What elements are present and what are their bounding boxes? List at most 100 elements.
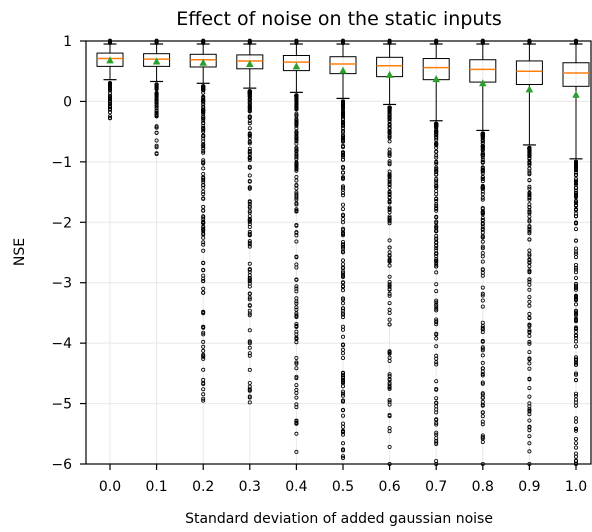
flier — [247, 100, 252, 105]
flier — [387, 128, 392, 133]
flier — [201, 99, 206, 104]
flier — [340, 128, 345, 133]
flier — [574, 283, 579, 288]
flier — [340, 231, 345, 236]
flier — [527, 303, 532, 308]
flier — [527, 162, 532, 167]
flier — [247, 93, 252, 98]
flier — [480, 373, 485, 378]
y-tick-label: 1 — [63, 34, 72, 50]
flier — [294, 383, 299, 388]
flier — [527, 171, 532, 176]
flier — [154, 138, 159, 143]
flier — [294, 130, 299, 135]
flier — [480, 138, 485, 143]
flier — [434, 155, 439, 160]
flier — [527, 146, 532, 151]
iqr-box — [96, 52, 124, 67]
flier — [574, 426, 579, 431]
flier — [108, 93, 113, 98]
flier — [201, 352, 206, 357]
flier — [527, 329, 532, 334]
flier — [201, 248, 206, 253]
flier — [480, 372, 485, 377]
flier — [201, 134, 206, 139]
flier — [527, 328, 532, 333]
flier — [387, 108, 392, 113]
flier — [247, 135, 252, 140]
flier — [434, 304, 439, 309]
flier — [201, 171, 206, 176]
flier — [247, 313, 252, 318]
flier — [294, 420, 299, 425]
flier — [480, 414, 485, 419]
flier — [574, 312, 579, 317]
flier — [387, 135, 392, 140]
flier — [247, 186, 252, 191]
flier — [294, 207, 299, 212]
flier — [434, 441, 439, 446]
flier — [527, 299, 532, 304]
flier — [527, 186, 532, 191]
flier — [108, 114, 113, 119]
flier — [247, 201, 252, 206]
flier — [247, 185, 252, 190]
flier — [247, 131, 252, 136]
flier — [434, 142, 439, 147]
flier — [340, 226, 345, 231]
flier — [108, 105, 113, 110]
flier — [340, 391, 345, 396]
flier — [527, 356, 532, 361]
flier — [434, 306, 439, 311]
flier — [387, 263, 392, 268]
flier — [247, 133, 252, 138]
flier — [527, 268, 532, 273]
flier — [527, 316, 532, 321]
flier — [387, 200, 392, 205]
x-tick-label: 0.7 — [425, 479, 447, 495]
flier — [294, 277, 299, 282]
flier — [480, 360, 485, 365]
flier — [294, 114, 299, 119]
flier — [527, 366, 532, 371]
flier-points — [154, 38, 159, 156]
flier — [574, 178, 579, 183]
flier — [434, 407, 439, 412]
flier — [294, 311, 299, 316]
box-group — [329, 38, 357, 460]
flier — [527, 237, 532, 242]
flier — [434, 220, 439, 225]
flier — [387, 195, 392, 200]
flier — [154, 82, 159, 87]
flier — [574, 362, 579, 367]
flier — [154, 151, 159, 156]
flier — [434, 132, 439, 137]
flier — [480, 381, 485, 386]
flier — [527, 394, 532, 399]
flier — [574, 267, 579, 272]
flier — [527, 350, 532, 355]
flier — [294, 197, 299, 202]
flier — [480, 179, 485, 184]
flier — [480, 304, 485, 309]
flier — [201, 160, 206, 165]
flier — [201, 324, 206, 329]
flier — [340, 212, 345, 217]
flier — [294, 361, 299, 366]
flier — [434, 356, 439, 361]
flier — [574, 191, 579, 196]
flier — [387, 216, 392, 221]
flier — [527, 341, 532, 346]
flier — [574, 400, 579, 405]
mean-marker — [199, 58, 207, 66]
flier — [340, 381, 345, 386]
flier — [480, 246, 485, 251]
flier — [480, 235, 485, 240]
flier — [201, 204, 206, 209]
plot-frame — [85, 40, 592, 465]
flier — [387, 238, 392, 243]
flier — [201, 226, 206, 231]
flier — [527, 184, 532, 189]
flier — [340, 371, 345, 376]
flier — [201, 107, 206, 112]
